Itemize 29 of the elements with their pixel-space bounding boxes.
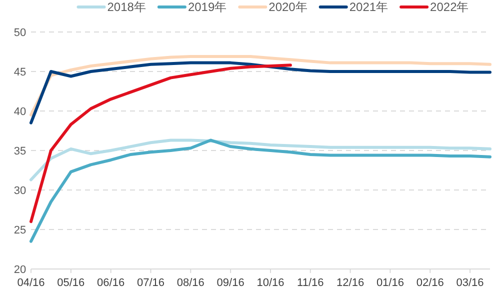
legend-label: 2020年 (268, 0, 308, 14)
x-tick-label: 12/16 (336, 277, 364, 289)
y-tick-label: 50 (14, 27, 26, 39)
y-tick-label: 35 (14, 146, 26, 158)
x-tick-label: 07/16 (136, 277, 165, 289)
legend-label: 2021年 (349, 0, 388, 14)
x-tick-label: 11/16 (297, 277, 324, 289)
y-tick-label: 25 (14, 224, 26, 236)
x-tick-label: 06/16 (97, 277, 125, 289)
x-tick-label: 01/16 (376, 277, 404, 289)
y-tick-label: 30 (14, 185, 26, 197)
y-tick-label: 20 (14, 264, 26, 276)
y-tick-label: 40 (14, 106, 26, 118)
line-series (30, 138, 492, 182)
legend-label: 2022年 (430, 0, 469, 14)
legend-label: 2019年 (188, 0, 227, 14)
legend-label: 2018年 (107, 0, 146, 14)
x-tick-label: 09/16 (216, 277, 244, 289)
x-tick-label: 02/16 (416, 277, 444, 289)
line-series (30, 54, 492, 116)
line-series (30, 138, 492, 243)
line-series (30, 64, 292, 224)
x-tick-label: 10/16 (256, 277, 284, 289)
y-tick-label: 45 (14, 66, 26, 78)
x-tick-label: 08/16 (176, 277, 204, 289)
x-tick-label: 03/16 (456, 277, 484, 289)
x-tick-label: 05/16 (57, 277, 85, 289)
line-series (30, 61, 492, 124)
x-tick-label: 04/16 (17, 277, 45, 289)
